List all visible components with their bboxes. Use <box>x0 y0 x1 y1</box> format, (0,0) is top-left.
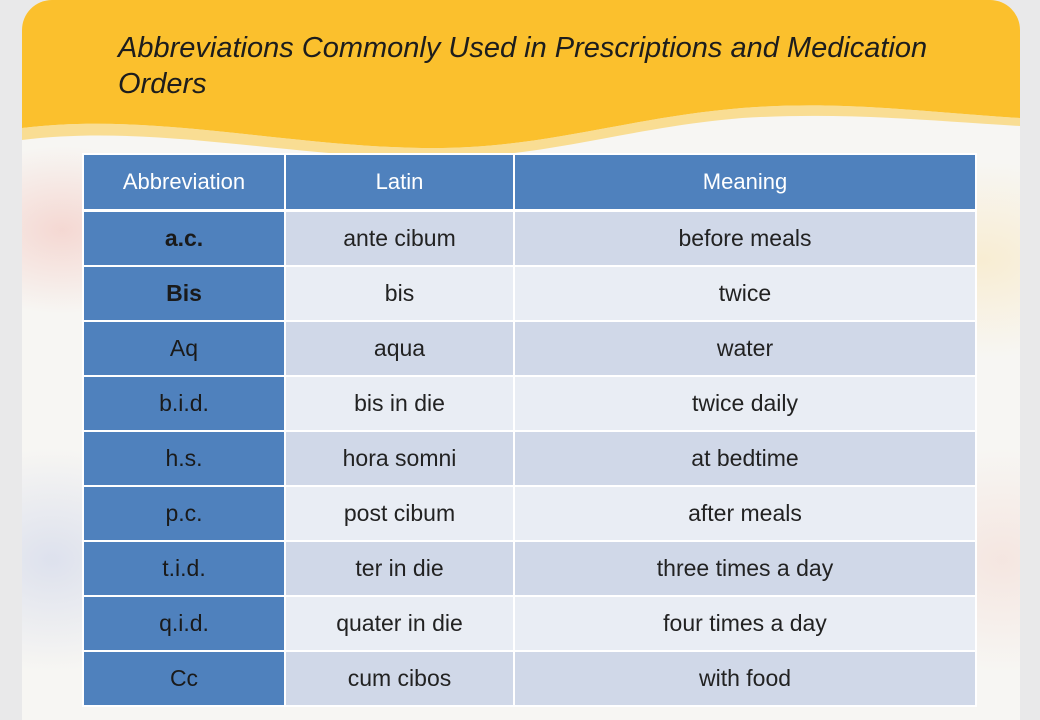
latin-cell: aqua <box>284 320 515 377</box>
meaning-cell: at bedtime <box>513 430 977 487</box>
meaning-cell: water <box>513 320 977 377</box>
table-header: Abbreviation Latin Meaning <box>82 153 977 212</box>
title-banner <box>22 0 1020 159</box>
meaning-cell: twice daily <box>513 375 977 432</box>
header-latin: Latin <box>284 153 515 212</box>
header-meaning: Meaning <box>513 153 977 212</box>
abbreviation-cell: Bis <box>82 265 286 322</box>
meaning-cell: twice <box>513 265 977 322</box>
latin-cell: hora somni <box>284 430 515 487</box>
latin-cell: ter in die <box>284 540 515 597</box>
abbreviations-table: Abbreviation Latin Meaning a.c. ante cib… <box>82 153 977 707</box>
table-row: p.c. post cibum after meals <box>82 485 977 542</box>
table-row: b.i.d. bis in die twice daily <box>82 375 977 432</box>
table-row: h.s. hora somni at bedtime <box>82 430 977 487</box>
table-row: Aq aqua water <box>82 320 977 377</box>
latin-cell: bis <box>284 265 515 322</box>
abbreviation-cell: p.c. <box>82 485 286 542</box>
latin-cell: bis in die <box>284 375 515 432</box>
latin-cell: cum cibos <box>284 650 515 707</box>
abbreviation-cell: Aq <box>82 320 286 377</box>
header-abbreviation: Abbreviation <box>82 153 286 212</box>
table-row: a.c. ante cibum before meals <box>82 209 977 267</box>
meaning-cell: three times a day <box>513 540 977 597</box>
latin-cell: ante cibum <box>284 209 515 267</box>
abbreviation-cell: Cc <box>82 650 286 707</box>
slide: Abbreviations Commonly Used in Prescript… <box>22 0 1020 720</box>
table-row: Bis bis twice <box>82 265 977 322</box>
abbreviation-cell: q.i.d. <box>82 595 286 652</box>
meaning-cell: four times a day <box>513 595 977 652</box>
table-row: t.i.d. ter in die three times a day <box>82 540 977 597</box>
abbreviation-cell: a.c. <box>82 209 286 267</box>
meaning-cell: with food <box>513 650 977 707</box>
meaning-cell: before meals <box>513 209 977 267</box>
latin-cell: quater in die <box>284 595 515 652</box>
table-row: q.i.d. quater in die four times a day <box>82 595 977 652</box>
abbreviation-cell: b.i.d. <box>82 375 286 432</box>
latin-cell: post cibum <box>284 485 515 542</box>
meaning-cell: after meals <box>513 485 977 542</box>
table-row: Cc cum cibos with food <box>82 650 977 707</box>
abbreviation-cell: h.s. <box>82 430 286 487</box>
page-title: Abbreviations Commonly Used in Prescript… <box>118 32 928 100</box>
abbreviation-cell: t.i.d. <box>82 540 286 597</box>
